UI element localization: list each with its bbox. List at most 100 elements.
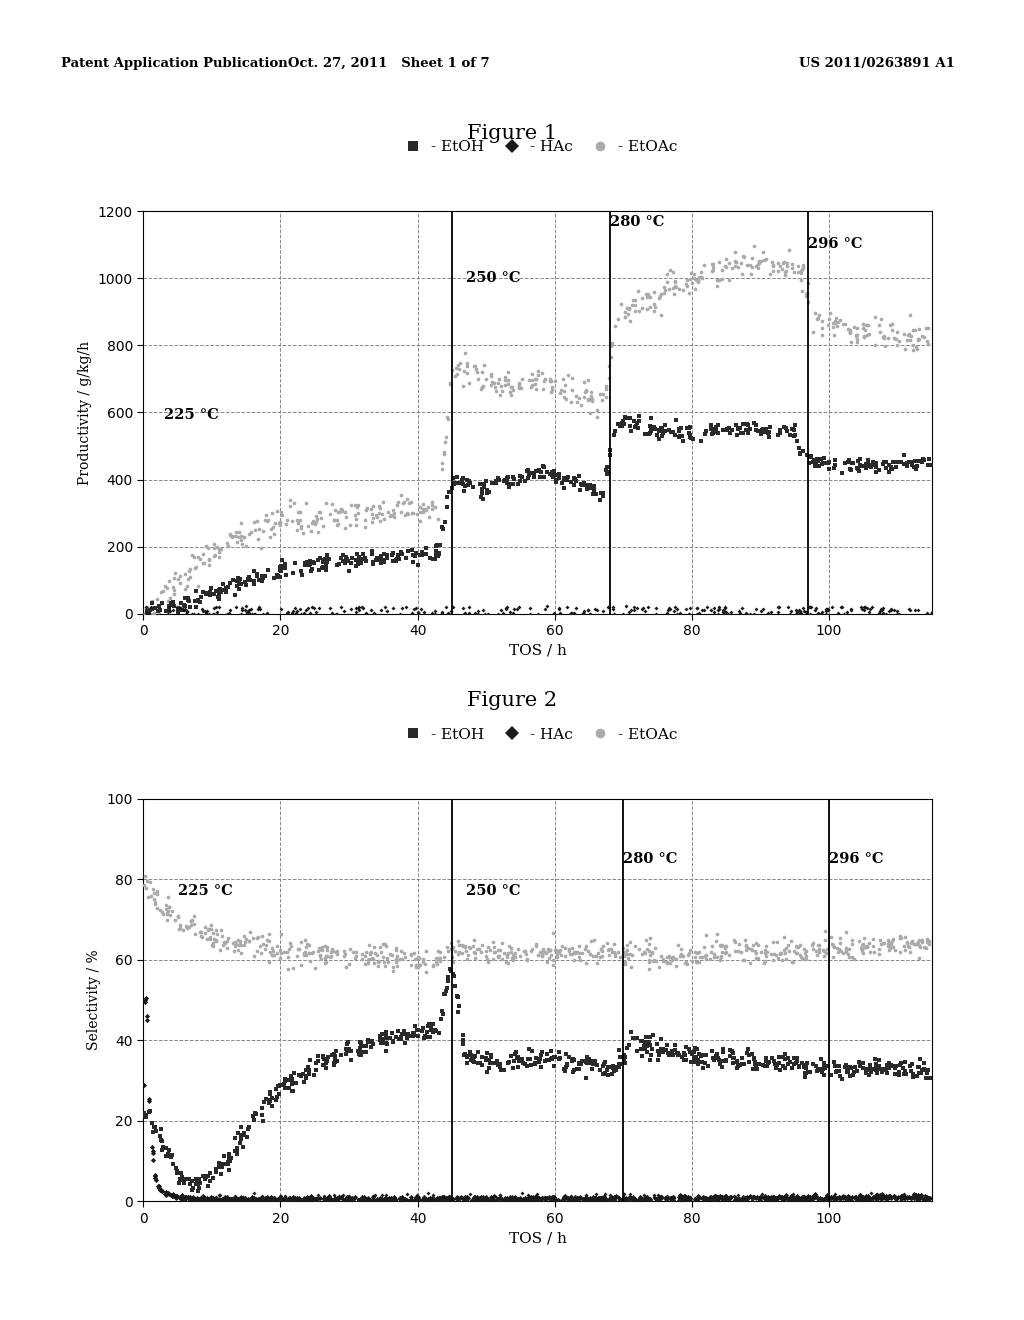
Point	[358, 498, 375, 519]
Point	[482, 1052, 499, 1073]
Point	[605, 603, 622, 624]
Point	[571, 935, 588, 956]
Point	[908, 339, 925, 360]
Point	[694, 1187, 711, 1208]
Point	[204, 935, 220, 956]
Point	[657, 280, 674, 301]
Point	[622, 408, 638, 429]
Point	[217, 932, 233, 953]
Point	[219, 532, 236, 553]
Point	[337, 1189, 353, 1210]
Point	[891, 603, 907, 624]
Point	[754, 251, 770, 272]
Point	[355, 1189, 372, 1210]
Point	[664, 1040, 680, 1061]
Point	[874, 454, 891, 475]
Point	[873, 1184, 890, 1205]
Point	[697, 421, 714, 442]
Point	[780, 1053, 797, 1074]
Point	[455, 469, 471, 490]
Point	[827, 1055, 844, 1076]
Point	[595, 1189, 611, 1210]
Point	[686, 279, 702, 300]
Point	[649, 1034, 666, 1055]
Point	[372, 510, 388, 531]
Point	[587, 1051, 603, 1072]
Point	[856, 319, 872, 341]
Point	[731, 1189, 748, 1210]
Point	[838, 937, 854, 958]
Point	[785, 940, 802, 961]
Point	[337, 517, 353, 539]
Point	[424, 603, 440, 624]
Point	[685, 263, 701, 284]
Point	[316, 1185, 333, 1206]
Point	[242, 921, 258, 942]
Point	[246, 570, 262, 591]
Point	[208, 597, 224, 618]
Point	[251, 598, 267, 619]
Point	[362, 941, 379, 962]
Point	[570, 1059, 587, 1080]
Point	[634, 1045, 650, 1067]
Point	[613, 413, 630, 434]
Point	[396, 1189, 413, 1210]
Point	[488, 1052, 505, 1073]
Point	[406, 598, 422, 619]
Point	[415, 1189, 431, 1210]
Point	[636, 1185, 652, 1206]
Point	[505, 380, 521, 401]
Point	[281, 1187, 297, 1208]
Point	[298, 599, 314, 620]
Point	[702, 1187, 719, 1208]
Point	[428, 1188, 444, 1209]
Point	[378, 1027, 394, 1048]
Point	[552, 602, 568, 623]
Point	[517, 1187, 534, 1208]
Point	[762, 417, 778, 438]
Point	[750, 420, 766, 441]
Point	[578, 953, 594, 974]
Point	[154, 1181, 170, 1203]
Point	[290, 511, 306, 532]
Point	[888, 329, 904, 350]
Point	[466, 1187, 482, 1208]
Point	[188, 597, 205, 618]
Point	[579, 1188, 595, 1209]
Point	[919, 1185, 935, 1206]
Point	[873, 309, 890, 330]
Point	[807, 1187, 823, 1208]
Point	[791, 1189, 807, 1210]
Point	[240, 1191, 256, 1212]
Point	[640, 597, 656, 618]
Point	[845, 453, 861, 474]
Point	[415, 1018, 431, 1039]
Point	[840, 319, 856, 341]
Point	[249, 564, 265, 585]
Point	[386, 507, 402, 528]
Point	[360, 935, 377, 956]
Point	[830, 1187, 847, 1208]
Point	[387, 1189, 403, 1210]
Point	[370, 1189, 386, 1210]
Point	[689, 272, 706, 293]
Point	[359, 1030, 376, 1051]
Point	[679, 276, 695, 297]
Point	[910, 932, 927, 953]
Point	[161, 1139, 177, 1160]
Point	[613, 416, 630, 437]
Point	[408, 598, 424, 619]
Point	[455, 1024, 471, 1045]
Point	[730, 1184, 746, 1205]
Point	[439, 977, 456, 998]
Point	[407, 1024, 423, 1045]
Point	[352, 1038, 369, 1059]
Point	[230, 1123, 247, 1144]
Point	[795, 1188, 811, 1209]
Point	[588, 1188, 604, 1209]
Point	[561, 939, 578, 960]
Point	[919, 602, 935, 623]
Point	[500, 1053, 516, 1074]
Point	[393, 597, 410, 618]
Point	[137, 603, 154, 624]
